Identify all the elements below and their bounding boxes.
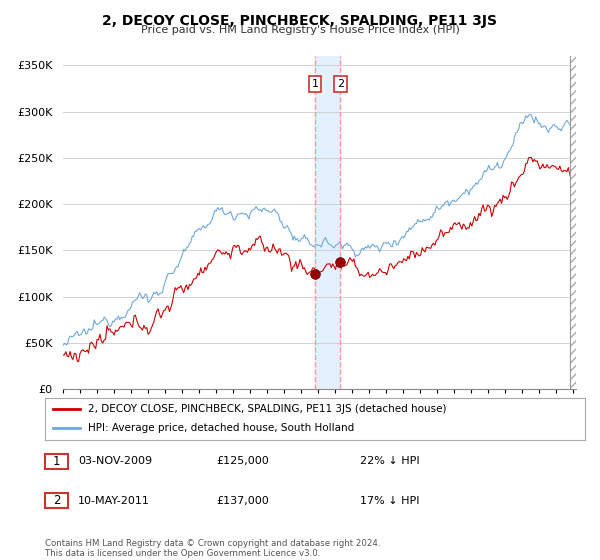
Text: Price paid vs. HM Land Registry's House Price Index (HPI): Price paid vs. HM Land Registry's House … — [140, 25, 460, 35]
Text: 10-MAY-2011: 10-MAY-2011 — [78, 496, 150, 506]
Text: 1: 1 — [311, 79, 319, 89]
Bar — [570, 56, 576, 389]
Bar — [570, 56, 577, 389]
Text: 03-NOV-2009: 03-NOV-2009 — [78, 456, 152, 466]
Text: 22% ↓ HPI: 22% ↓ HPI — [360, 456, 419, 466]
Text: 2: 2 — [337, 79, 344, 89]
Text: 2: 2 — [53, 494, 60, 507]
Text: 2, DECOY CLOSE, PINCHBECK, SPALDING, PE11 3JS: 2, DECOY CLOSE, PINCHBECK, SPALDING, PE1… — [103, 14, 497, 28]
Text: 17% ↓ HPI: 17% ↓ HPI — [360, 496, 419, 506]
Text: £137,000: £137,000 — [216, 496, 269, 506]
Text: £125,000: £125,000 — [216, 456, 269, 466]
Text: HPI: Average price, detached house, South Holland: HPI: Average price, detached house, Sout… — [88, 423, 355, 433]
Text: 1: 1 — [53, 455, 60, 468]
Text: Contains HM Land Registry data © Crown copyright and database right 2024.
This d: Contains HM Land Registry data © Crown c… — [45, 539, 380, 558]
Bar — [315, 56, 340, 389]
Text: 2, DECOY CLOSE, PINCHBECK, SPALDING, PE11 3JS (detached house): 2, DECOY CLOSE, PINCHBECK, SPALDING, PE1… — [88, 404, 446, 414]
